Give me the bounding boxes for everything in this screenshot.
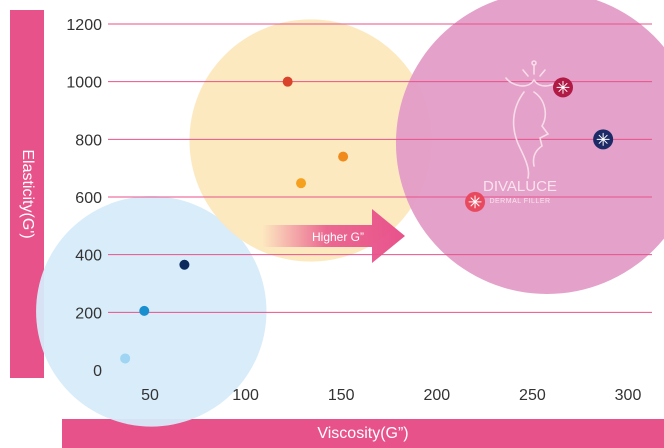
y-tick-label: 1000 xyxy=(66,75,102,92)
arrow-shape xyxy=(262,209,405,263)
x-tick-label: 300 xyxy=(615,387,642,404)
x-tick-label: 50 xyxy=(141,387,159,404)
group-bubble-3 xyxy=(395,0,664,294)
y-tick-label: 400 xyxy=(75,248,102,265)
y-tick-label: 200 xyxy=(75,305,102,322)
y-tick-label: 600 xyxy=(75,190,102,207)
divaluce-logo: DIVALUCE DERMAL FILLER xyxy=(483,60,563,205)
y-tick-label: 0 xyxy=(93,363,102,380)
sparkle-icon xyxy=(556,80,570,94)
y-tick-label: 1200 xyxy=(66,17,102,34)
y-tick-labels: 0 200 400 600 800 1000 1200 xyxy=(66,17,102,380)
group-bubbles xyxy=(36,0,664,427)
higher-g-arrow: Higher G” xyxy=(262,209,405,263)
x-tick-label: 250 xyxy=(519,387,546,404)
data-point xyxy=(338,151,349,162)
x-tick-labels: 50 100 150 200 250 300 xyxy=(141,387,641,404)
data-point xyxy=(120,353,131,364)
arrow-label: Higher G” xyxy=(312,230,364,244)
data-point xyxy=(296,178,307,189)
data-points xyxy=(120,76,614,364)
x-tick-label: 100 xyxy=(232,387,259,404)
y-tick-label: 800 xyxy=(75,132,102,149)
group-bubble-2 xyxy=(189,19,432,262)
sparkle-icon xyxy=(596,132,610,146)
brand-name: DIVALUCE xyxy=(483,178,557,195)
brand-subtitle: DERMAL FILLER xyxy=(489,198,550,205)
data-point xyxy=(282,76,293,87)
group-bubble-1 xyxy=(36,196,267,427)
x-tick-label: 150 xyxy=(328,387,355,404)
data-point xyxy=(179,259,190,270)
sparkle-icon xyxy=(468,195,482,209)
data-point xyxy=(139,305,150,316)
x-axis-label: Viscosity(G”) xyxy=(317,425,409,442)
x-tick-label: 200 xyxy=(423,387,450,404)
